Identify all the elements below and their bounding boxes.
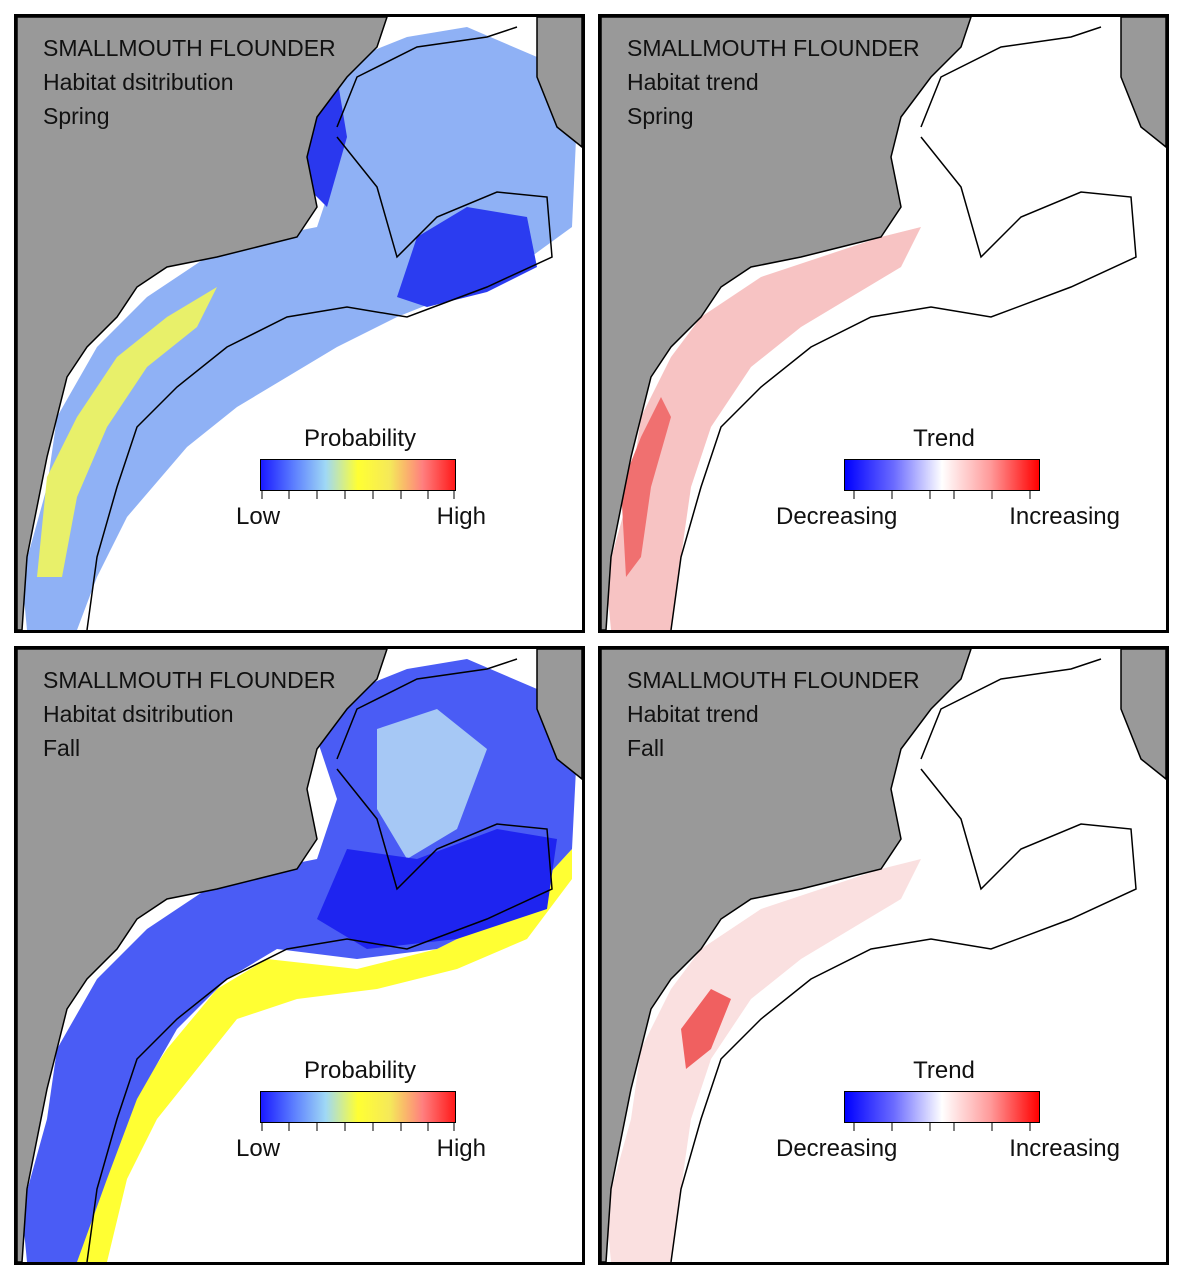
- legend-high-label: High: [436, 503, 486, 530]
- trend-field: [606, 227, 921, 630]
- map-spring-distribution: [17, 17, 582, 630]
- species-label: SMALLMOUTH FLOUNDER: [43, 35, 336, 61]
- metric-label: Habitat dsitribution: [43, 701, 234, 727]
- trend-hotspot: [681, 989, 731, 1069]
- legend-low-label: Decreasing: [776, 1135, 898, 1162]
- trend-field: [606, 859, 921, 1262]
- panel-title: SMALLMOUTH FLOUNDER Habitat trend Fall: [627, 663, 920, 765]
- species-label: SMALLMOUTH FLOUNDER: [627, 35, 920, 61]
- panel-spring-distribution: SMALLMOUTH FLOUNDER Habitat dsitribution…: [14, 14, 585, 633]
- season-label: Fall: [627, 735, 665, 761]
- depth-contour: [670, 26, 1137, 630]
- habitat-deep-core: [397, 207, 537, 307]
- land-nova-scotia: [536, 649, 582, 780]
- land-mass: [17, 649, 388, 1262]
- legend-title: Trend: [913, 425, 975, 452]
- species-label: SMALLMOUTH FLOUNDER: [43, 667, 336, 693]
- depth-contour: [670, 658, 1137, 1262]
- metric-label: Habitat trend: [627, 69, 759, 95]
- legend-trend: Trend Decreasing Increasing: [776, 1057, 1120, 1177]
- legend-high-label: High: [436, 1135, 486, 1162]
- habitat-field: [22, 27, 577, 630]
- map-fall-trend: [601, 649, 1166, 1262]
- legend-probability: Probability Low High: [236, 425, 486, 545]
- land-mass: [601, 649, 972, 1262]
- metric-label: Habitat trend: [627, 701, 759, 727]
- season-label: Fall: [43, 735, 81, 761]
- legend-low-label: Low: [236, 503, 281, 530]
- land-mass: [17, 17, 388, 630]
- legend-title: Probability: [303, 425, 417, 452]
- legend-color-bar: [260, 1091, 456, 1123]
- legend-color-bar: [260, 459, 456, 491]
- map-fall-distribution: [17, 649, 582, 1262]
- legend-ticks: [853, 491, 1031, 499]
- legend-trend: Trend Decreasing Increasing: [776, 425, 1120, 545]
- habitat-yellow-margin: [67, 849, 572, 1262]
- land-mass: [601, 17, 972, 630]
- legend-color-bar: [844, 1091, 1040, 1123]
- panel-fall-trend: SMALLMOUTH FLOUNDER Habitat trend Fall T…: [598, 646, 1169, 1265]
- season-label: Spring: [43, 103, 110, 129]
- land-nova-scotia: [1120, 649, 1166, 780]
- habitat-shelf-band: [37, 287, 217, 577]
- depth-contour: [86, 26, 553, 630]
- land-nova-scotia: [1120, 17, 1166, 148]
- panel-spring-trend: SMALLMOUTH FLOUNDER Habitat trend Spring…: [598, 14, 1169, 633]
- legend-ticks: [853, 1123, 1031, 1131]
- legend-color-bar: [844, 459, 1040, 491]
- metric-label: Habitat dsitribution: [43, 69, 234, 95]
- map-spring-trend: [601, 17, 1166, 630]
- legend-low-label: Decreasing: [776, 503, 898, 530]
- panel-title: SMALLMOUTH FLOUNDER Habitat trend Spring: [627, 31, 920, 133]
- land-nova-scotia: [536, 17, 582, 148]
- habitat-deep-core: [317, 829, 557, 949]
- habitat-light-core: [377, 709, 487, 859]
- legend-high-label: Increasing: [1009, 1135, 1120, 1162]
- legend-high-label: Increasing: [1009, 503, 1120, 530]
- legend-ticks: [261, 491, 455, 499]
- species-label: SMALLMOUTH FLOUNDER: [627, 667, 920, 693]
- depth-contour: [86, 658, 553, 1262]
- panel-title: SMALLMOUTH FLOUNDER Habitat dsitribution…: [43, 31, 336, 133]
- trend-hotspot: [621, 397, 671, 577]
- legend-title: Trend: [913, 1057, 975, 1084]
- legend-low-label: Low: [236, 1135, 281, 1162]
- legend-ticks: [261, 1123, 455, 1131]
- legend-probability: Probability Low High: [236, 1057, 486, 1177]
- legend-title: Probability: [303, 1057, 417, 1084]
- season-label: Spring: [627, 103, 694, 129]
- panel-title: SMALLMOUTH FLOUNDER Habitat dsitribution…: [43, 663, 336, 765]
- panel-fall-distribution: SMALLMOUTH FLOUNDER Habitat dsitribution…: [14, 646, 585, 1265]
